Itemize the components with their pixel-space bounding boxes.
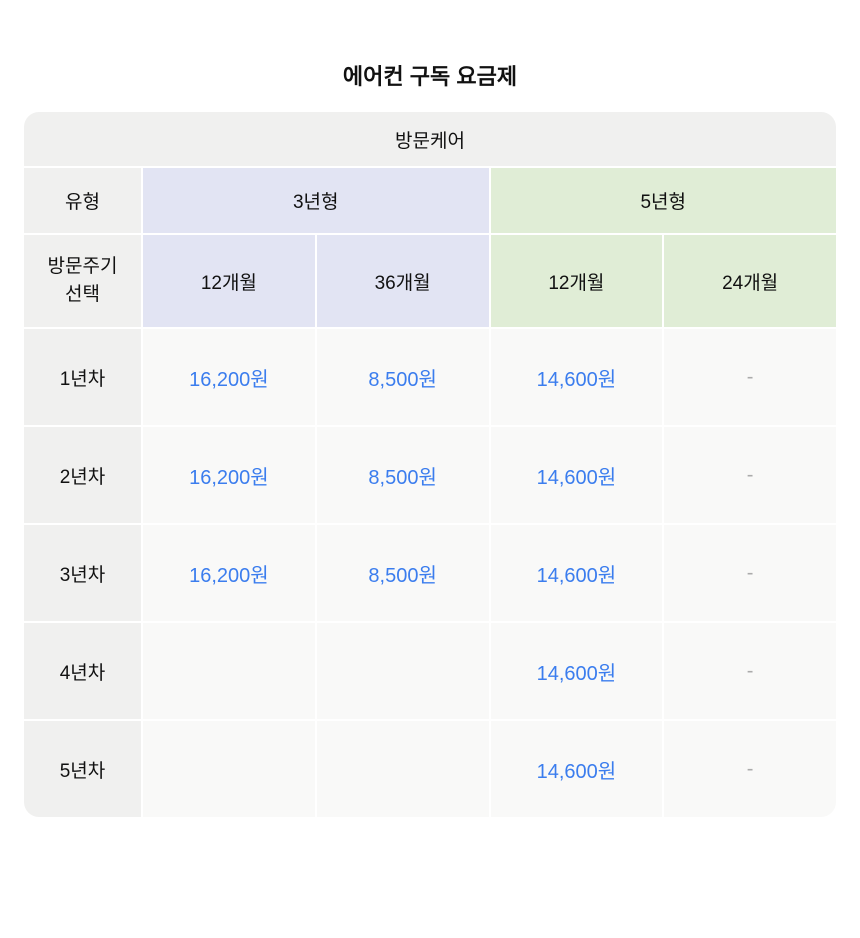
price-year4-5yr-24m: - bbox=[664, 623, 836, 719]
price-year5-5yr-12m: 14,600원 bbox=[490, 721, 663, 817]
price-year3-5yr-12m: 14,600원 bbox=[490, 525, 663, 621]
price-year1-5yr-24m: - bbox=[664, 329, 836, 425]
type-row-label: 유형 bbox=[24, 168, 141, 233]
plan-header-5yr: 5년형 bbox=[490, 168, 836, 233]
cycle-header-5yr-12m: 12개월 bbox=[490, 235, 663, 327]
price-year1-5yr-12m: 14,600원 bbox=[490, 329, 663, 425]
price-year3-3yr-36m: 8,500원 bbox=[316, 525, 489, 621]
price-year3-5yr-24m: - bbox=[664, 525, 836, 621]
price-year2-3yr-12m: 16,200원 bbox=[143, 427, 315, 523]
page-title: 에어컨 구독 요금제 bbox=[342, 64, 518, 89]
care-header: 방문케어 bbox=[24, 112, 836, 166]
pricing-grid: 유형 3년형 5년형 방문주기 선택 12개월 36개월 12개월 24개월 1… bbox=[24, 168, 836, 817]
price-year4-3yr-36m bbox=[316, 623, 489, 719]
price-year5-3yr-12m bbox=[143, 721, 315, 817]
cycle-row-label: 방문주기 선택 bbox=[24, 235, 141, 327]
price-year2-5yr-12m: 14,600원 bbox=[490, 427, 663, 523]
cycle-header-3yr-12m: 12개월 bbox=[143, 235, 315, 327]
pricing-table: 방문케어 유형 3년형 5년형 방문주기 선택 12개월 36개월 12개월 2… bbox=[24, 112, 836, 817]
row-label-year3: 3년차 bbox=[24, 525, 141, 621]
price-year2-3yr-36m: 8,500원 bbox=[316, 427, 489, 523]
price-year1-3yr-36m: 8,500원 bbox=[316, 329, 489, 425]
cycle-header-5yr-24m: 24개월 bbox=[664, 235, 836, 327]
plan-header-3yr: 3년형 bbox=[143, 168, 489, 233]
row-label-year4: 4년차 bbox=[24, 623, 141, 719]
price-year4-3yr-12m bbox=[143, 623, 315, 719]
price-year2-5yr-24m: - bbox=[664, 427, 836, 523]
cycle-header-3yr-36m: 36개월 bbox=[316, 235, 489, 327]
price-year1-3yr-12m: 16,200원 bbox=[143, 329, 315, 425]
price-year3-3yr-12m: 16,200원 bbox=[143, 525, 315, 621]
row-label-year1: 1년차 bbox=[24, 329, 141, 425]
price-year5-5yr-24m: - bbox=[664, 721, 836, 817]
row-label-year2: 2년차 bbox=[24, 427, 141, 523]
row-label-year5: 5년차 bbox=[24, 721, 141, 817]
price-year4-5yr-12m: 14,600원 bbox=[490, 623, 663, 719]
price-year5-3yr-36m bbox=[316, 721, 489, 817]
